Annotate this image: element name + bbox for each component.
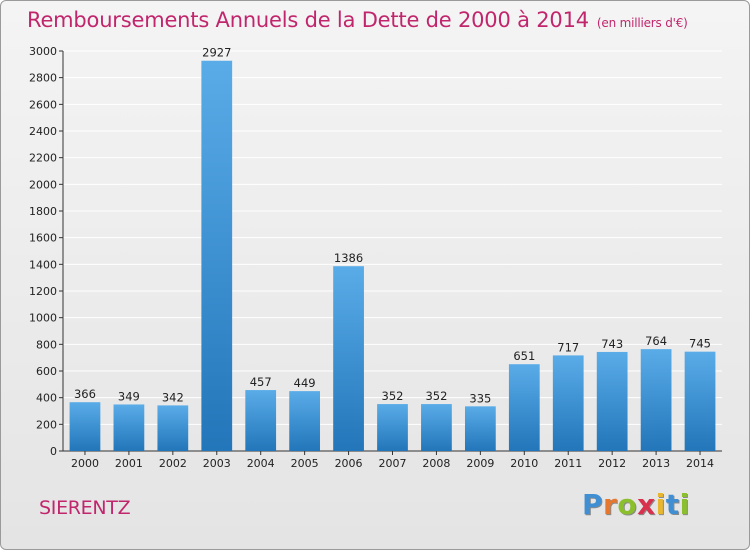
y-tick-label: 1600 xyxy=(29,232,57,245)
x-tick-label: 2012 xyxy=(598,457,626,470)
value-label: 764 xyxy=(645,334,667,348)
value-label: 342 xyxy=(162,390,184,404)
x-tick-label: 2013 xyxy=(642,457,670,470)
y-tick-label: 1000 xyxy=(29,312,57,325)
value-label: 352 xyxy=(382,389,404,403)
x-tick-label: 2008 xyxy=(422,457,450,470)
axes: 0 200 400 600 800 1000 1200 1400 1600 1800 2000 220… xyxy=(29,45,722,470)
value-label: 717 xyxy=(557,340,579,354)
x-tick-label: 2010 xyxy=(510,457,538,470)
x-tick-label: 2003 xyxy=(203,457,231,470)
y-tick-label: 2000 xyxy=(29,178,57,191)
x-tick-label: 2006 xyxy=(335,457,363,470)
x-tick-label: 2009 xyxy=(466,457,494,470)
logo-letter: t xyxy=(665,488,680,521)
commune-name: SIERENTZ xyxy=(39,497,131,519)
y-tick-label: 2200 xyxy=(29,152,57,165)
value-label: 352 xyxy=(425,389,447,403)
x-tick-label: 2011 xyxy=(554,457,582,470)
y-tick-label: 1400 xyxy=(29,258,57,271)
y-tick-label: 0 xyxy=(50,445,57,458)
bar-2014[interactable] xyxy=(684,351,716,451)
value-label: 335 xyxy=(469,391,491,405)
y-tick-label: 2600 xyxy=(29,98,57,111)
value-label: 457 xyxy=(250,375,272,389)
chart-title-text: Remboursements Annuels de la Dette de 20… xyxy=(27,8,589,32)
bar-2000[interactable] xyxy=(69,402,101,451)
y-tick-label: 800 xyxy=(36,338,57,351)
x-tick-label: 2005 xyxy=(291,457,319,470)
x-tick-label: 2014 xyxy=(686,457,714,470)
proxiti-logo[interactable]: Proxiti xyxy=(582,488,690,521)
y-tick-label: 3000 xyxy=(29,45,57,58)
value-label: 349 xyxy=(118,389,140,403)
y-tick-label: 1800 xyxy=(29,205,57,218)
logo-letter: i xyxy=(679,488,690,521)
bar-2002[interactable] xyxy=(157,405,189,451)
y-tick-label: 400 xyxy=(36,392,57,405)
bar-2005[interactable] xyxy=(289,391,321,451)
logo-letter: i xyxy=(655,488,666,521)
logo-letter: r xyxy=(603,488,618,521)
chart-subtitle: (en milliers d'€) xyxy=(596,16,688,30)
value-label: 745 xyxy=(689,337,711,351)
value-labels: 366 349 342 2927 457 449 1386 352 352 335 651 717 74… xyxy=(74,46,711,406)
bar-2007[interactable] xyxy=(377,404,408,451)
bar-2009[interactable] xyxy=(464,406,496,451)
value-label: 743 xyxy=(601,337,623,351)
y-tick-label: 2800 xyxy=(29,72,57,85)
bar-2004[interactable] xyxy=(245,390,277,451)
bar-2008[interactable] xyxy=(421,404,452,451)
value-label: 366 xyxy=(74,387,96,401)
value-label: 449 xyxy=(294,376,316,390)
y-tick-label: 200 xyxy=(36,418,57,431)
logo-letter: o xyxy=(617,488,638,521)
y-tick-label: 1200 xyxy=(29,285,57,298)
y-tick-label: 600 xyxy=(36,365,57,378)
bar-2012[interactable] xyxy=(596,351,628,451)
x-tick-label: 2004 xyxy=(247,457,275,470)
bar-2006[interactable] xyxy=(333,266,364,451)
logo-letter: x xyxy=(637,488,656,521)
x-tick-label: 2000 xyxy=(71,457,99,470)
x-tick-label: 2007 xyxy=(379,457,407,470)
value-label: 1386 xyxy=(334,251,363,265)
bar-2001[interactable] xyxy=(113,404,145,451)
y-tick-label: 2400 xyxy=(29,125,57,138)
x-tick-label: 2001 xyxy=(115,457,143,470)
chart-title: Remboursements Annuels de la Dette de 20… xyxy=(27,8,688,32)
bar-2013[interactable] xyxy=(640,349,672,451)
bar-2011[interactable] xyxy=(552,355,584,451)
value-label: 651 xyxy=(513,349,535,363)
bar-2003[interactable] xyxy=(201,60,233,451)
x-tick-label: 2002 xyxy=(159,457,187,470)
bar-2010[interactable] xyxy=(508,364,540,451)
value-label: 2927 xyxy=(202,46,231,60)
bars xyxy=(69,60,716,451)
logo-letter: P xyxy=(582,488,604,521)
